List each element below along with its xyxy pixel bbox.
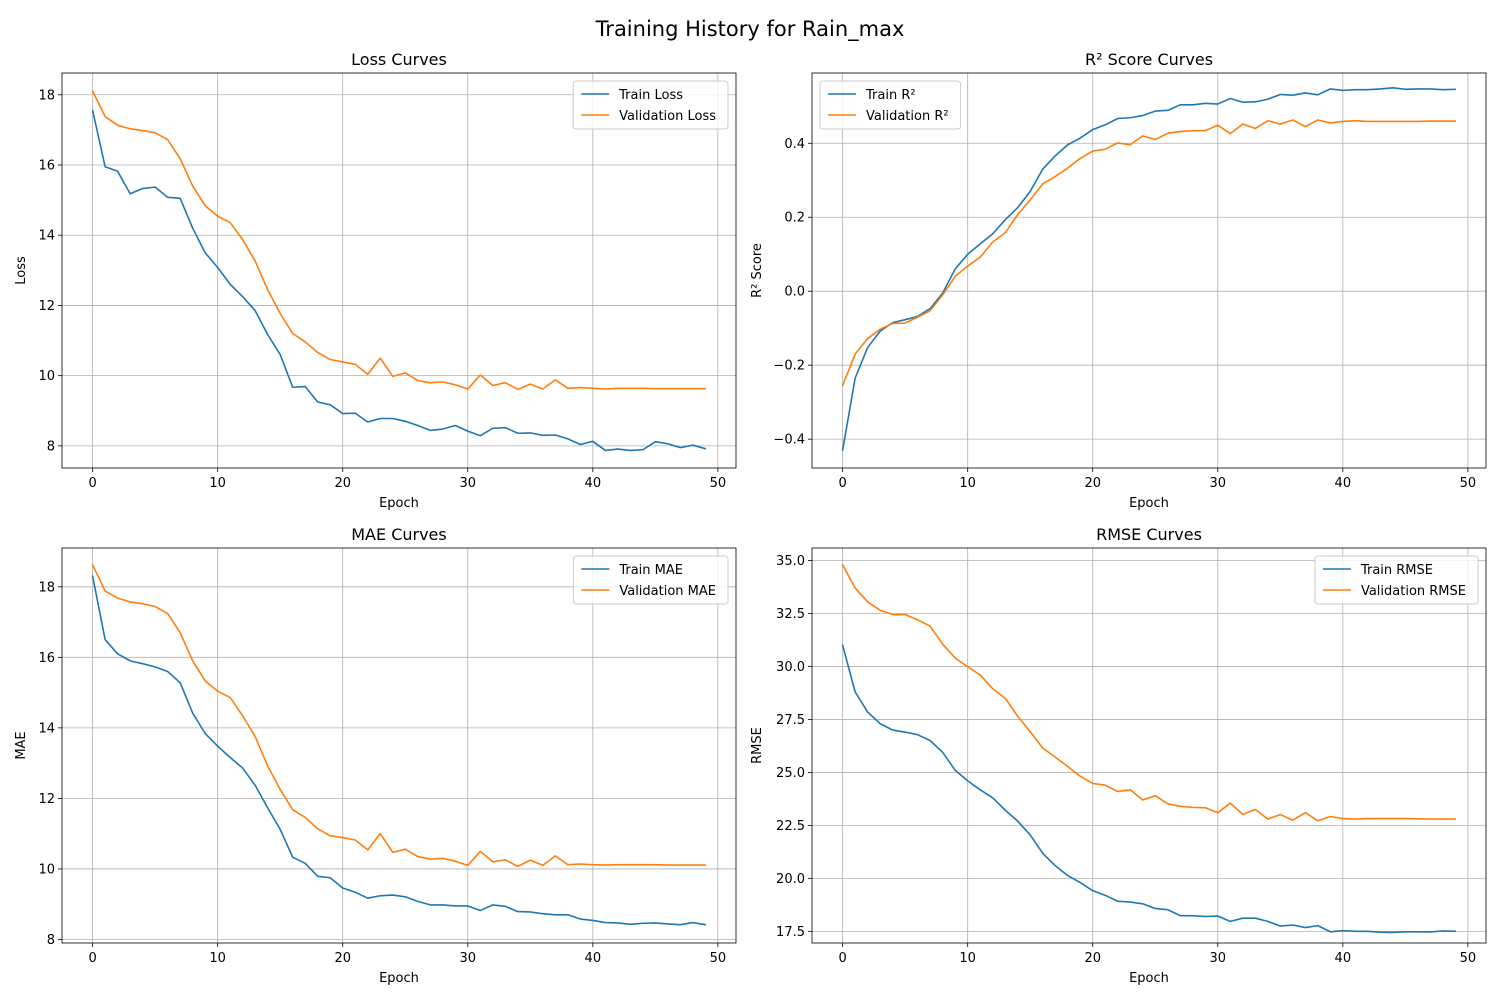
y-tick-label: 35.0 xyxy=(776,554,805,569)
legend: Train R² Validation R² xyxy=(819,80,962,130)
series-line-train xyxy=(91,109,707,452)
x-tick-label: 50 xyxy=(710,951,727,966)
legend-label-train: Train R² xyxy=(865,88,916,103)
legend-box xyxy=(819,80,962,130)
subplot-grid: 0 10 20 30 40 50 8 10 12 14 16 18 Loss Curves Epoch Lo… xyxy=(14,50,1487,986)
plot-frame xyxy=(811,72,1487,469)
y-tick-label: 0.4 xyxy=(784,137,805,152)
legend-label-train: Train RMSE xyxy=(1360,563,1433,578)
x-tick-label: 30 xyxy=(460,951,477,966)
x-tick-label: 40 xyxy=(1335,476,1352,491)
y-axis-label: RMSE xyxy=(750,727,765,764)
y-tick-label: 8 xyxy=(47,439,55,454)
y-tick-label: 0.0 xyxy=(784,285,805,300)
legend: Train RMSE Validation RMSE xyxy=(1314,555,1479,605)
y-tick-label: 17.5 xyxy=(776,925,805,940)
subplot-title: Loss Curves xyxy=(351,50,447,69)
legend-label-validation: Validation MAE xyxy=(619,584,716,599)
x-tick-label: 50 xyxy=(710,476,727,491)
subplot-1: 0 10 20 30 40 50 8 10 12 14 16 18 Loss Curves Epoch Lo… xyxy=(14,50,737,511)
x-tick-label: 10 xyxy=(959,476,976,491)
y-tick-label: 14 xyxy=(38,229,55,244)
legend-label-validation: Validation RMSE xyxy=(1361,584,1466,599)
series-line-validation xyxy=(841,119,1457,387)
x-tick-label: 30 xyxy=(460,476,477,491)
x-tick-label: 10 xyxy=(209,476,226,491)
x-tick-label: 50 xyxy=(1460,951,1477,966)
legend: Train Loss Validation Loss xyxy=(572,80,729,130)
series-line-validation xyxy=(91,564,707,868)
x-tick-label: 20 xyxy=(334,951,351,966)
legend-box xyxy=(1314,555,1479,605)
subplot-3: 0 10 20 30 40 50 8 10 12 14 16 18 MAE Curves Epoch MAE… xyxy=(14,525,737,986)
y-tick-label: −0.4 xyxy=(773,433,805,448)
subplot-title: MAE Curves xyxy=(351,525,446,544)
x-tick-label: 20 xyxy=(1084,951,1101,966)
y-tick-label: 18 xyxy=(38,580,55,595)
y-tick-label: 12 xyxy=(38,299,55,314)
x-axis-label: Epoch xyxy=(1129,971,1169,986)
y-tick-label: 16 xyxy=(38,651,55,666)
subplot-4: 0 10 20 30 40 50 17.5 20.0 22.5 25.0 27.5 30.0 32.5 3… xyxy=(750,525,1487,986)
x-axis-label: Epoch xyxy=(379,971,419,986)
x-tick-label: 0 xyxy=(838,951,846,966)
legend-label-validation: Validation Loss xyxy=(619,109,716,124)
y-tick-label: 22.5 xyxy=(776,819,805,834)
y-tick-label: 10 xyxy=(38,862,55,877)
x-tick-label: 0 xyxy=(88,476,96,491)
subplot-2: 0 10 20 30 40 50 −0.4 −0.2 0.0 0.2 0.4 R² Score Cur… xyxy=(750,50,1487,511)
legend-label-train: Train Loss xyxy=(618,88,683,103)
x-axis-label: Epoch xyxy=(1129,496,1169,511)
y-tick-label: 16 xyxy=(38,158,55,173)
x-axis-label: Epoch xyxy=(379,496,419,511)
plot-frame xyxy=(811,547,1487,944)
x-tick-label: 10 xyxy=(959,951,976,966)
y-axis-label: Loss xyxy=(14,256,29,285)
x-tick-label: 40 xyxy=(585,951,602,966)
subplot-title: RMSE Curves xyxy=(1096,525,1202,544)
x-tick-label: 50 xyxy=(1460,476,1477,491)
x-tick-label: 20 xyxy=(1084,476,1101,491)
y-tick-label: 10 xyxy=(38,369,55,384)
y-tick-label: 8 xyxy=(47,933,55,948)
y-tick-label: 12 xyxy=(38,792,55,807)
x-tick-label: 0 xyxy=(88,951,96,966)
series-line-train xyxy=(841,86,1457,452)
y-tick-label: 32.5 xyxy=(776,607,805,622)
y-tick-label: 14 xyxy=(38,721,55,736)
plot-frame xyxy=(61,547,737,944)
y-tick-label: 0.2 xyxy=(784,211,805,226)
legend-label-train: Train MAE xyxy=(618,563,683,578)
legend: Train MAE Validation MAE xyxy=(572,555,729,605)
plot-frame xyxy=(61,72,737,469)
x-tick-label: 40 xyxy=(1335,951,1352,966)
series-line-train xyxy=(91,575,707,926)
y-tick-label: −0.2 xyxy=(773,359,805,374)
legend-label-validation: Validation R² xyxy=(866,109,949,124)
x-tick-label: 30 xyxy=(1210,476,1227,491)
y-tick-label: 20.0 xyxy=(776,872,805,887)
y-tick-label: 27.5 xyxy=(776,713,805,728)
x-tick-label: 0 xyxy=(838,476,846,491)
series-line-train xyxy=(841,644,1457,934)
x-tick-label: 10 xyxy=(209,951,226,966)
series-line-validation xyxy=(841,563,1457,822)
y-tick-label: 18 xyxy=(38,88,55,103)
x-tick-label: 30 xyxy=(1210,951,1227,966)
y-tick-label: 30.0 xyxy=(776,660,805,675)
series-line-validation xyxy=(91,90,707,391)
x-tick-label: 40 xyxy=(585,476,602,491)
y-axis-label: MAE xyxy=(14,731,29,759)
y-axis-label: R² Score xyxy=(750,243,765,298)
figure-suptitle: Training History for Rain_max xyxy=(595,17,905,42)
legend-box xyxy=(572,555,729,605)
y-tick-label: 25.0 xyxy=(776,766,805,781)
subplot-title: R² Score Curves xyxy=(1085,50,1213,69)
legend-box xyxy=(572,80,729,130)
x-tick-label: 20 xyxy=(334,476,351,491)
